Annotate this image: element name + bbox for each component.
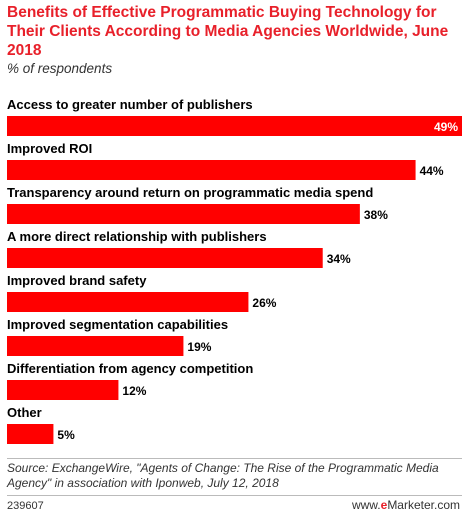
- brand-prefix: www.: [351, 498, 381, 512]
- value-label: 26%: [252, 296, 276, 310]
- category-label: Other: [7, 405, 42, 420]
- bar: [7, 380, 119, 400]
- bar: [7, 336, 184, 356]
- value-label: 19%: [187, 340, 211, 354]
- category-label: Access to greater number of publishers: [7, 97, 253, 112]
- category-label: Transparency around return on programmat…: [7, 185, 373, 200]
- category-label: Improved ROI: [7, 141, 92, 156]
- chart-subtitle: % of respondents: [7, 61, 113, 76]
- chart-title: Benefits of Effective Programmatic Buyin…: [7, 4, 449, 59]
- bar: [7, 204, 360, 224]
- bar: [7, 292, 249, 312]
- footer-divider-bottom: [7, 495, 462, 496]
- value-label: 49%: [434, 120, 458, 134]
- source-note: Source: ExchangeWire, "Agents of Change:…: [7, 461, 439, 490]
- bar: [7, 424, 54, 444]
- value-label: 38%: [364, 208, 388, 222]
- category-label: A more direct relationship with publishe…: [7, 229, 267, 244]
- bar: [7, 160, 416, 180]
- category-label: Differentiation from agency competition: [7, 361, 253, 376]
- bar: [7, 248, 323, 268]
- category-label: Improved segmentation capabilities: [7, 317, 228, 332]
- value-label: 34%: [327, 252, 351, 266]
- value-label: 44%: [420, 164, 444, 178]
- bar: [7, 116, 462, 136]
- brand-e: e: [380, 498, 388, 512]
- category-label: Improved brand safety: [7, 273, 147, 288]
- value-label: 5%: [57, 428, 75, 442]
- footer-divider-top: [7, 458, 462, 459]
- chart-id: 239607: [7, 500, 44, 512]
- emarketer-link[interactable]: www.eMarketer.com: [352, 498, 460, 512]
- brand-rest: Marketer.com: [387, 498, 460, 512]
- value-label: 12%: [122, 384, 146, 398]
